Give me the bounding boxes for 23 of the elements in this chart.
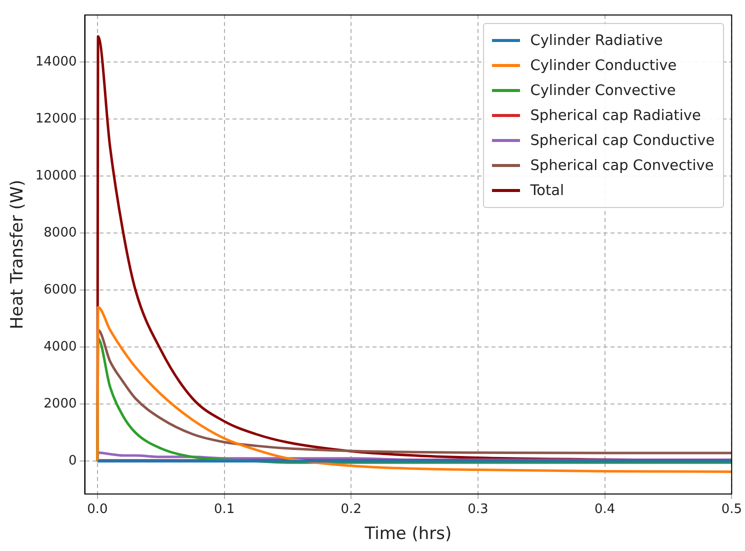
x-tick-label: 0.4 xyxy=(594,502,616,518)
legend-label: Total xyxy=(530,182,564,198)
legend-label: Cylinder Convective xyxy=(530,82,676,98)
legend-label: Cylinder Radiative xyxy=(530,32,663,48)
legend-label: Cylinder Conductive xyxy=(530,58,677,74)
y-tick-label: 10000 xyxy=(35,168,77,184)
legend-label: Spherical cap Radiative xyxy=(530,108,701,124)
legend-label: Spherical cap Convective xyxy=(530,158,714,174)
y-tick-label: 0 xyxy=(68,454,77,469)
y-tick-label: 6000 xyxy=(44,282,77,298)
y-tick-label: 4000 xyxy=(44,340,77,355)
y-tick-label: 8000 xyxy=(44,225,77,240)
x-tick-label: 0.3 xyxy=(468,502,488,518)
y-tick-label: 14000 xyxy=(35,54,77,70)
x-tick-label: 0.5 xyxy=(721,502,742,518)
legend-label: Spherical cap Conductive xyxy=(530,132,715,148)
y-tick-label: 12000 xyxy=(35,111,77,126)
y-tick-label: 2000 xyxy=(44,396,77,412)
y-axis-title: Heat Transfer (W) xyxy=(8,180,28,330)
x-axis-title: Time (hrs) xyxy=(364,524,452,544)
x-tick-label: 0.2 xyxy=(340,502,362,518)
x-tick-label: 0.0 xyxy=(87,502,108,518)
x-tick-label: 0.1 xyxy=(214,502,235,518)
